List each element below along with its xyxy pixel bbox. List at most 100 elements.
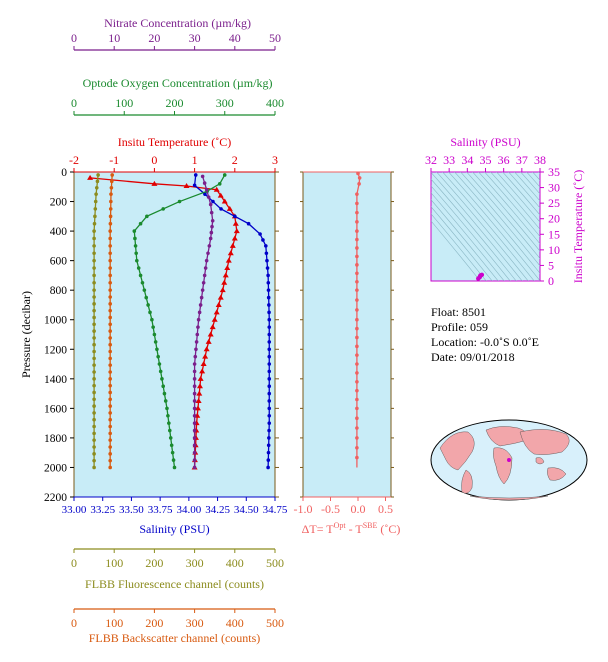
nitrate-concentration-point [204, 187, 209, 192]
flbb-backscatter-point [108, 465, 112, 470]
flbb-fluorescence-point [92, 383, 96, 388]
flbb-backscatter-point [108, 322, 112, 327]
ts-isopycnal-line [508, 172, 540, 209]
insitu-temperature-point [226, 205, 233, 211]
ts-salinity-tick-label: 33 [443, 153, 455, 167]
insitu-temperature-point [194, 405, 201, 411]
nitrate-concentration-point [196, 325, 200, 329]
flbb-fluorescence-point [93, 214, 97, 219]
ts-salinity-tick-label: 32 [425, 153, 437, 167]
ts-isopycnal-line [478, 172, 540, 245]
flbb-backscatter-point [108, 404, 112, 408]
temperature-tick-label: 2 [232, 153, 238, 167]
salinity-point [193, 173, 198, 177]
nitrate-concentration-point [192, 377, 197, 381]
delta-t-point [355, 344, 359, 349]
optode-oxygen-concentration-point [144, 295, 149, 300]
optode-oxygen-concentration-point [177, 199, 182, 204]
ts-temperature-tick-label: 0 [548, 274, 554, 288]
insitu-temperature-point [222, 272, 229, 278]
salinity-point [258, 232, 262, 236]
optode-oxygen-concentration-point [133, 236, 137, 241]
insitu-temperature-point [183, 183, 190, 189]
nitrate-concentration-point [194, 347, 198, 352]
delta-t-tick-label: -1.0 [294, 502, 313, 516]
salinity-point [267, 413, 272, 418]
optode-oxygen-concentration-point [160, 377, 164, 381]
insitu-temperature-point [205, 338, 212, 344]
flbb-backscatter-point [108, 221, 113, 226]
flbb-backscatter-point [108, 363, 112, 367]
pressure-tick-label: 1000 [44, 315, 67, 327]
optode-oxygen-concentration-point [138, 273, 143, 278]
flbb-backscatter-point [108, 273, 112, 278]
ts-temperature-axis-title: Insitu Temperature (˚C) [571, 170, 585, 284]
ts-isopycnal-line [431, 172, 523, 281]
delta-t-point [355, 237, 359, 242]
world-map [430, 419, 588, 501]
salinity-point [267, 310, 271, 315]
ts-temperature-tick-label: 10 [548, 243, 560, 257]
insitu-temperature-point [217, 294, 224, 300]
flbb-fluorescence-point [92, 302, 96, 306]
salinity-point [267, 347, 272, 352]
nitrate-concentration-point [207, 244, 212, 248]
flbb-fluorescence-point [94, 185, 99, 190]
salinity-point [265, 266, 270, 270]
flbb-backscatter-point [108, 229, 112, 233]
temperature-tick-label: 0 [151, 153, 157, 167]
float-info: Float: 8501 Profile: 059 Location: -0.0˚… [431, 305, 539, 364]
delta-t-point [355, 246, 359, 250]
backscatter-tick-label: 500 [266, 616, 284, 630]
delta-t-point [355, 210, 359, 215]
ts-isopycnal-line [496, 172, 540, 223]
insitu-temperature-point [217, 192, 224, 198]
optode-oxygen-concentration-point [151, 325, 155, 329]
nitrate-tick-label: 30 [189, 31, 201, 45]
insitu-temperature-point [87, 174, 94, 180]
profile-label: Profile: 059 [431, 320, 488, 334]
top-axes-group: 0 10 20 30 40 50 Nitrate Concentration (µm/kg)… [71, 16, 284, 116]
optode-oxygen-concentration-point [158, 369, 163, 374]
flbb-fluorescence-point [92, 452, 96, 456]
salinity-point [267, 325, 272, 329]
nitrate-concentration-point [198, 303, 203, 307]
flbb-backscatter-point [108, 214, 113, 219]
delta-t-point [355, 271, 359, 276]
main-profile-panel: 0 200 400 600 800 1000 1200 1400 1600 1800 2000 220… [19, 135, 288, 536]
nitrate-concentration-point [192, 406, 197, 411]
delta-t-point [355, 397, 359, 402]
date-label: Date: 09/01/2018 [431, 350, 515, 364]
temperature-tick-label: -2 [69, 153, 79, 167]
optode-oxygen-concentration-point [146, 303, 150, 307]
oxygen-tick-label: 100 [115, 96, 133, 110]
salinity-tick-label: 33.25 [90, 504, 115, 516]
optode-oxygen-concentration-point [167, 428, 172, 433]
temperature-axis-title: Insitu Temperature (˚C) [118, 135, 232, 149]
delta-t-point [355, 416, 359, 421]
backscatter-tick-label: 300 [186, 616, 204, 630]
temperature-tick-label: 3 [272, 153, 278, 167]
nitrate-concentration-point [196, 317, 201, 322]
flbb-fluorescence-point [92, 431, 96, 436]
insitu-temperature-point [151, 180, 158, 186]
insitu-temperature-point [215, 301, 222, 307]
flbb-fluorescence-point [94, 192, 98, 196]
nitrate-tick-label: 10 [108, 31, 120, 45]
delta-t-point [355, 192, 359, 196]
delta-t-point [355, 362, 359, 366]
nitrate-concentration-point [192, 428, 197, 433]
salinity-point [267, 384, 272, 389]
float-position-marker [507, 458, 511, 462]
ts-isopycnal-line [431, 178, 517, 281]
flbb-backscatter-point [110, 173, 114, 177]
optode-oxygen-concentration-point [138, 221, 143, 226]
ts-isopycnal-line [466, 172, 540, 259]
flbb-fluorescence-point [95, 179, 100, 184]
ts-point [477, 274, 483, 279]
delta-t-tick-label: 0.0 [351, 502, 366, 516]
salinity-point [203, 192, 207, 196]
flbb-fluorescence-point [92, 356, 96, 361]
optode-oxygen-concentration-point [136, 266, 141, 270]
optode-oxygen-concentration-point [165, 406, 169, 411]
